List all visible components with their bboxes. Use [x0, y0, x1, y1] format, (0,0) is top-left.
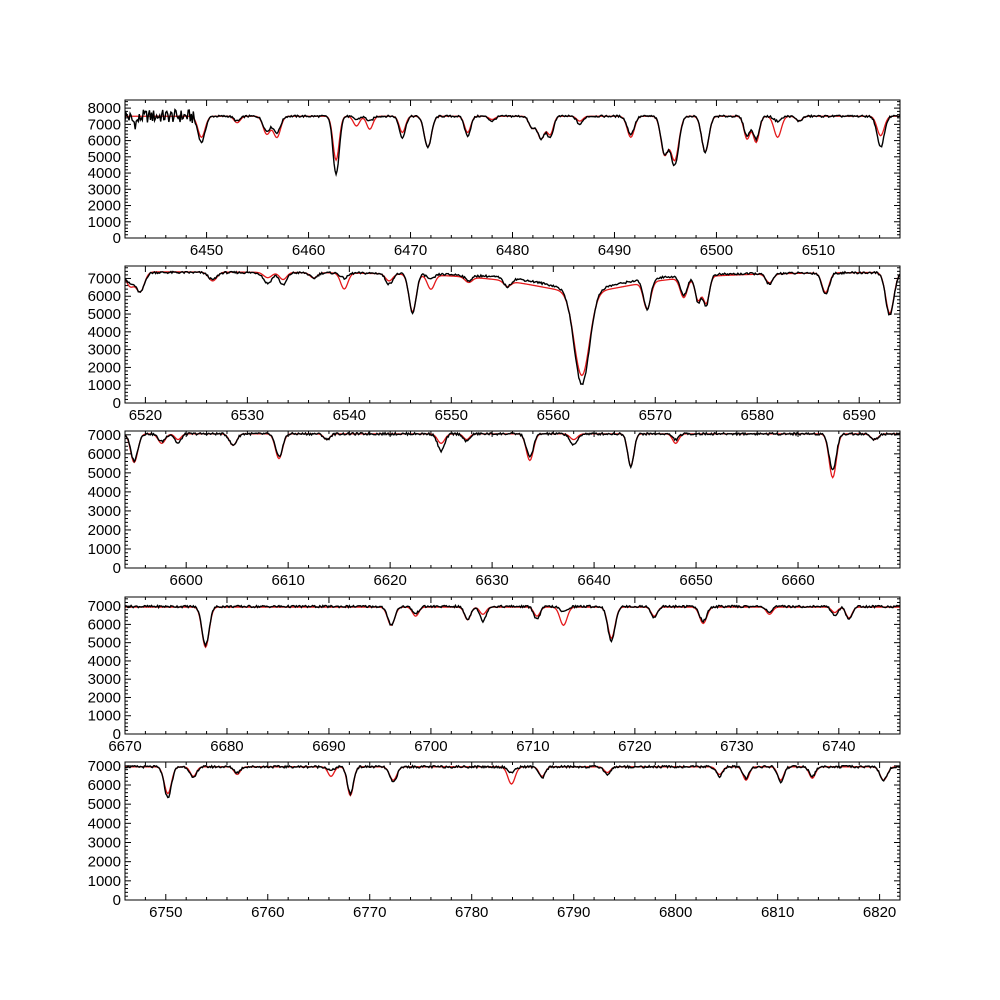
y-tick-label: 0	[113, 560, 121, 577]
y-tick-label: 1000	[88, 541, 121, 558]
y-tick-label: 1000	[88, 377, 121, 394]
y-tick-label: 2000	[88, 689, 121, 706]
y-tick-label: 5000	[88, 149, 121, 166]
y-tick-label: 7000	[88, 598, 121, 615]
plot-area	[125, 431, 900, 568]
x-tick-label: 6560	[537, 407, 570, 424]
plot-area	[125, 597, 900, 734]
observed-spectrum-line	[125, 108, 900, 178]
y-tick-label: 0	[113, 726, 121, 743]
y-tick-label: 1000	[88, 873, 121, 890]
x-tick-label: 6620	[373, 572, 406, 589]
x-tick-label: 6570	[639, 407, 672, 424]
y-tick-label: 4000	[88, 484, 121, 501]
y-tick-label: 6000	[88, 616, 121, 633]
y-tick-label: 1000	[88, 214, 121, 231]
spectrum-panel: 6600 6610 6620 6630 6640 6650 6660 0 1000 2000 300…	[88, 427, 901, 589]
x-tick-label: 6450	[190, 242, 223, 259]
y-tick-label: 2000	[88, 359, 121, 376]
y-tick-label: 6000	[88, 288, 121, 305]
y-tick-label: 0	[113, 892, 121, 909]
x-tick-label: 6800	[659, 904, 692, 921]
plot-area	[125, 762, 900, 900]
y-tick-label: 0	[113, 395, 121, 412]
y-tick-label: 2000	[88, 854, 121, 871]
y-tick-label: 0	[113, 230, 121, 247]
y-tick-label: 6000	[88, 446, 121, 463]
y-tick-label: 3000	[88, 503, 121, 520]
x-tick-label: 6780	[455, 904, 488, 921]
x-tick-label: 6690	[312, 738, 345, 755]
y-tick-label: 5000	[88, 465, 121, 482]
y-tick-label: 2000	[88, 522, 121, 539]
x-tick-label: 6480	[496, 242, 529, 259]
y-tick-label: 6000	[88, 133, 121, 150]
x-tick-label: 6670	[108, 738, 141, 755]
x-tick-label: 6700	[414, 738, 447, 755]
y-tick-label: 4000	[88, 165, 121, 182]
x-tick-label: 6750	[149, 904, 182, 921]
x-tick-label: 6790	[557, 904, 590, 921]
y-tick-label: 4000	[88, 653, 121, 670]
x-tick-label: 6640	[577, 572, 610, 589]
x-tick-label: 6720	[618, 738, 651, 755]
x-tick-label: 6490	[598, 242, 631, 259]
x-tick-label: 6770	[353, 904, 386, 921]
y-tick-label: 3000	[88, 835, 121, 852]
x-tick-label: 6590	[843, 407, 876, 424]
x-tick-label: 6540	[333, 407, 366, 424]
y-tick-label: 7000	[88, 427, 121, 444]
observed-spectrum-line	[125, 603, 900, 648]
y-tick-label: 4000	[88, 324, 121, 341]
x-tick-label: 6630	[475, 572, 508, 589]
spectrum-panel: 6750 6760 6770 6780 6790 6800 6810 6820 0 1000 200…	[88, 758, 901, 921]
x-tick-label: 6530	[231, 407, 264, 424]
y-tick-label: 2000	[88, 198, 121, 215]
y-tick-label: 7000	[88, 270, 121, 287]
x-tick-label: 6510	[802, 242, 835, 259]
x-tick-label: 6550	[435, 407, 468, 424]
observed-spectrum-line	[125, 764, 900, 799]
plot-area	[125, 266, 900, 403]
spectrum-panel: 6520 6530 6540 6550 6560 6570 6580 6590 01000200…	[88, 265, 901, 424]
x-tick-label: 6740	[822, 738, 855, 755]
x-tick-label: 6600	[169, 572, 202, 589]
y-tick-label: 5000	[88, 796, 121, 813]
y-tick-label: 4000	[88, 815, 121, 832]
panel-stack: 6450 6460 6470 6480 6490 6500 6510010002000300…	[88, 99, 901, 921]
x-tick-label: 6680	[210, 738, 243, 755]
x-tick-label: 6820	[863, 904, 896, 921]
y-tick-label: 5000	[88, 306, 121, 323]
y-tick-label: 7000	[88, 758, 121, 775]
x-tick-label: 6470	[394, 242, 427, 259]
x-tick-label: 6760	[251, 904, 284, 921]
y-tick-label: 3000	[88, 671, 121, 688]
x-tick-label: 6500	[700, 242, 733, 259]
x-tick-label: 6710	[516, 738, 549, 755]
x-tick-label: 6660	[781, 572, 814, 589]
x-tick-label: 6810	[761, 904, 794, 921]
y-tick-label: 5000	[88, 635, 121, 652]
plot-area	[125, 100, 900, 238]
x-tick-label: 6580	[741, 407, 774, 424]
y-tick-label: 7000	[88, 116, 121, 133]
y-tick-label: 3000	[88, 181, 121, 198]
observed-spectrum-line	[125, 270, 900, 386]
x-tick-label: 6650	[679, 572, 712, 589]
y-tick-label: 3000	[88, 342, 121, 359]
x-tick-label: 6460	[292, 242, 325, 259]
spectrum-panel: 6450 6460 6470 6480 6490 6500 6510 010002000300…	[88, 99, 901, 259]
y-tick-label: 6000	[88, 777, 121, 794]
y-tick-label: 1000	[88, 708, 121, 725]
x-tick-label: 6520	[129, 407, 162, 424]
x-tick-label: 6610	[271, 572, 304, 589]
y-tick-label: 8000	[88, 100, 121, 117]
x-tick-label: 6730	[720, 738, 753, 755]
